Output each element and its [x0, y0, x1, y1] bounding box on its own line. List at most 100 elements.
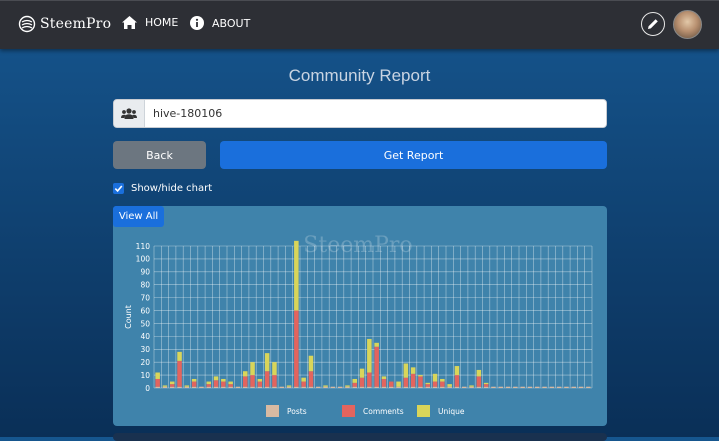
bar-comments	[359, 377, 365, 387]
chart-watermark: SteemPro	[303, 233, 412, 258]
y-axis-label: Count	[124, 305, 133, 329]
bar-comments	[221, 381, 226, 387]
bar-comments	[381, 378, 387, 387]
bar-posts	[505, 386, 511, 388]
edit-button[interactable]	[641, 12, 665, 36]
bar-posts	[454, 386, 460, 388]
y-tick-label: 110	[136, 242, 151, 251]
bar-comments	[374, 346, 379, 387]
y-tick-label: 80	[140, 281, 150, 290]
bar-unique	[454, 366, 460, 376]
nav-home[interactable]: HOME	[122, 16, 178, 29]
bar-unique	[359, 368, 365, 378]
bar-posts	[564, 386, 569, 388]
bar-posts	[250, 386, 255, 388]
bar-posts	[206, 386, 212, 388]
bar-unique	[396, 381, 401, 387]
users-icon-addon	[114, 100, 145, 127]
community-report-chart: SteemPro 0102030405060708090100110Count …	[124, 233, 593, 417]
bar-posts	[571, 386, 577, 388]
bar-unique	[403, 363, 409, 378]
community-input[interactable]	[145, 100, 606, 127]
bar-posts	[476, 386, 482, 388]
bar-posts	[199, 386, 204, 388]
bar-comments	[206, 384, 212, 387]
bar-unique	[242, 371, 248, 377]
bar-unique	[374, 342, 379, 347]
home-icon	[122, 16, 137, 29]
nav-about[interactable]: ABOUT	[190, 16, 250, 30]
info-icon	[190, 16, 204, 30]
bar-posts	[447, 386, 452, 388]
bar-unique	[352, 378, 358, 383]
bar-comments	[191, 381, 197, 387]
legend-swatch-unique	[417, 405, 430, 417]
bar-comments	[294, 310, 299, 387]
show-chart-toggle: Show/hide chart	[113, 183, 212, 194]
y-tick-label: 40	[140, 332, 150, 341]
bar-posts	[323, 386, 328, 388]
bar-unique	[294, 240, 299, 311]
bar-unique	[469, 385, 474, 387]
bar-comments	[410, 373, 416, 387]
legend-label-unique: Unique	[438, 407, 465, 416]
y-tick-label: 20	[140, 358, 150, 367]
steempro-logo-icon	[18, 15, 36, 33]
bar-unique	[221, 378, 226, 382]
bar-posts	[301, 386, 306, 388]
bar-posts	[432, 386, 438, 388]
bar-unique	[169, 381, 175, 385]
bar-posts	[359, 386, 365, 388]
bar-posts	[162, 386, 168, 388]
bar-unique	[367, 338, 372, 373]
bar-posts	[549, 386, 555, 388]
bar-posts	[527, 386, 533, 388]
bar-posts	[272, 386, 277, 388]
bottom-panel-edge	[113, 433, 607, 441]
y-tick-label: 0	[145, 384, 150, 393]
bar-comments	[483, 384, 489, 387]
bar-posts	[191, 386, 197, 388]
bar-posts	[556, 386, 562, 388]
bar-posts	[578, 386, 584, 388]
bar-posts	[155, 386, 160, 388]
bar-unique	[440, 378, 445, 382]
bar-comments	[432, 381, 438, 387]
view-all-button[interactable]: View All	[113, 206, 164, 227]
bar-posts	[345, 386, 350, 388]
bar-posts	[513, 386, 518, 388]
nav-about-label: ABOUT	[212, 16, 251, 30]
bar-unique	[257, 378, 263, 382]
show-chart-label: Show/hide chart	[131, 183, 213, 194]
bar-unique	[155, 372, 160, 379]
bar-comments	[388, 381, 394, 387]
bar-posts	[337, 386, 343, 388]
back-button[interactable]: Back	[113, 141, 206, 169]
bar-posts	[294, 386, 299, 388]
bar-posts	[286, 386, 292, 388]
bar-comments	[418, 376, 423, 387]
get-report-button[interactable]: Get Report	[220, 141, 607, 169]
bar-unique	[418, 375, 423, 377]
bar-posts	[403, 386, 409, 388]
bar-comments	[250, 375, 255, 387]
legend-label-comments: Comments	[363, 407, 404, 416]
bar-unique	[286, 385, 292, 387]
bar-posts	[279, 386, 285, 388]
bar-posts	[498, 386, 504, 388]
user-avatar[interactable]	[673, 10, 702, 39]
bar-posts	[534, 386, 540, 388]
bar-comments	[352, 382, 358, 387]
bar-posts	[418, 386, 423, 388]
bar-posts	[257, 386, 263, 388]
brand-logo[interactable]: SteemPro	[18, 15, 111, 33]
bar-posts	[374, 386, 379, 388]
bar-unique	[213, 376, 219, 381]
bar-posts	[242, 386, 248, 388]
bar-posts	[352, 386, 358, 388]
bar-unique	[162, 385, 168, 387]
bar-unique	[483, 382, 489, 385]
bar-comments	[257, 381, 263, 387]
show-chart-checkbox[interactable]	[113, 183, 124, 194]
community-search-group	[113, 99, 607, 128]
